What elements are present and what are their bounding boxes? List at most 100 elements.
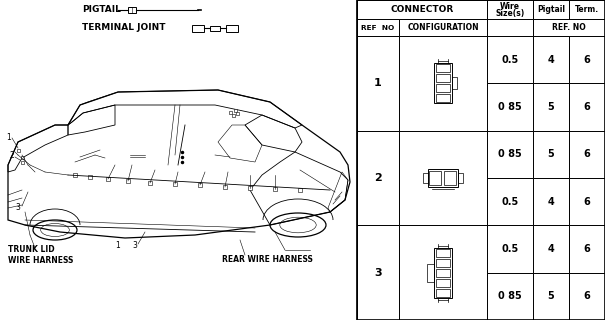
Text: 1: 1: [7, 133, 11, 142]
Text: Pigtail: Pigtail: [537, 5, 565, 14]
Text: 0.5: 0.5: [502, 244, 518, 254]
Text: Wire: Wire: [500, 2, 520, 11]
Bar: [357, 36, 399, 131]
Bar: [452, 77, 457, 89]
Text: 4: 4: [548, 244, 554, 254]
Bar: [106, 177, 110, 181]
Bar: [434, 248, 452, 298]
Bar: [569, 225, 605, 273]
Text: 6: 6: [584, 55, 590, 65]
Bar: [399, 131, 487, 225]
Bar: [487, 83, 533, 131]
Text: 4: 4: [548, 55, 554, 65]
Bar: [533, 273, 569, 320]
Bar: [436, 289, 450, 297]
Text: 2: 2: [374, 173, 382, 183]
Bar: [487, 131, 533, 178]
Text: TERMINAL JOINT: TERMINAL JOINT: [82, 23, 166, 33]
Bar: [533, 225, 569, 273]
Text: CONFIGURATION: CONFIGURATION: [407, 23, 479, 32]
Text: PIGTAIL: PIGTAIL: [82, 5, 121, 14]
Text: Term.: Term.: [575, 5, 599, 14]
Text: 4: 4: [548, 197, 554, 207]
Bar: [357, 0, 487, 19]
Bar: [533, 131, 569, 178]
Bar: [427, 264, 434, 282]
Bar: [73, 173, 77, 177]
Bar: [273, 187, 277, 191]
Text: 3: 3: [16, 204, 21, 212]
Bar: [436, 249, 450, 257]
Bar: [399, 36, 487, 131]
Bar: [298, 188, 302, 192]
Bar: [229, 110, 232, 114]
Bar: [487, 178, 533, 225]
Text: 3: 3: [374, 268, 382, 278]
Bar: [88, 175, 92, 179]
Bar: [569, 83, 605, 131]
Text: 5: 5: [548, 291, 554, 301]
Bar: [436, 269, 450, 277]
Bar: [436, 84, 450, 92]
Bar: [436, 64, 450, 72]
Bar: [487, 19, 533, 36]
Bar: [357, 0, 605, 320]
Bar: [357, 225, 399, 320]
Text: REF  NO: REF NO: [361, 25, 394, 30]
Bar: [569, 0, 605, 19]
Bar: [436, 259, 450, 267]
Text: 6: 6: [584, 291, 590, 301]
Bar: [226, 25, 238, 31]
Bar: [533, 178, 569, 225]
Bar: [148, 181, 152, 185]
Text: 6: 6: [584, 197, 590, 207]
Bar: [487, 0, 533, 19]
Bar: [533, 36, 569, 83]
Bar: [569, 36, 605, 83]
Bar: [357, 19, 399, 36]
Bar: [533, 0, 569, 19]
Bar: [235, 111, 238, 115]
Bar: [232, 114, 235, 116]
Bar: [487, 225, 533, 273]
Bar: [533, 83, 569, 131]
Text: 0.5: 0.5: [502, 197, 518, 207]
Bar: [16, 148, 19, 151]
Bar: [569, 273, 605, 320]
Text: 1: 1: [116, 242, 120, 251]
Bar: [234, 108, 237, 111]
Bar: [428, 169, 458, 187]
Bar: [429, 171, 441, 185]
Bar: [357, 131, 399, 225]
Text: REAR WIRE HARNESS: REAR WIRE HARNESS: [222, 255, 313, 264]
Text: 3: 3: [132, 242, 137, 251]
Bar: [210, 26, 220, 30]
Bar: [533, 19, 605, 36]
Text: 6: 6: [584, 102, 590, 112]
Bar: [423, 173, 428, 183]
Bar: [21, 156, 24, 158]
Bar: [434, 63, 452, 103]
Bar: [21, 161, 24, 164]
Bar: [399, 19, 487, 36]
Bar: [569, 178, 605, 225]
Text: 0 85: 0 85: [498, 149, 522, 159]
Text: 0.5: 0.5: [502, 55, 518, 65]
Bar: [399, 225, 487, 320]
Bar: [248, 186, 252, 190]
Bar: [436, 279, 450, 287]
Bar: [223, 185, 227, 189]
Bar: [487, 273, 533, 320]
Text: 6: 6: [584, 149, 590, 159]
Bar: [569, 131, 605, 178]
Text: 0 85: 0 85: [498, 291, 522, 301]
Text: 0 85: 0 85: [498, 102, 522, 112]
Bar: [458, 173, 463, 183]
Text: REF. NO: REF. NO: [552, 23, 586, 32]
Bar: [173, 182, 177, 186]
Bar: [128, 7, 136, 13]
Bar: [487, 36, 533, 83]
Bar: [357, 0, 605, 320]
Bar: [436, 94, 450, 102]
Text: 2: 2: [10, 150, 15, 159]
